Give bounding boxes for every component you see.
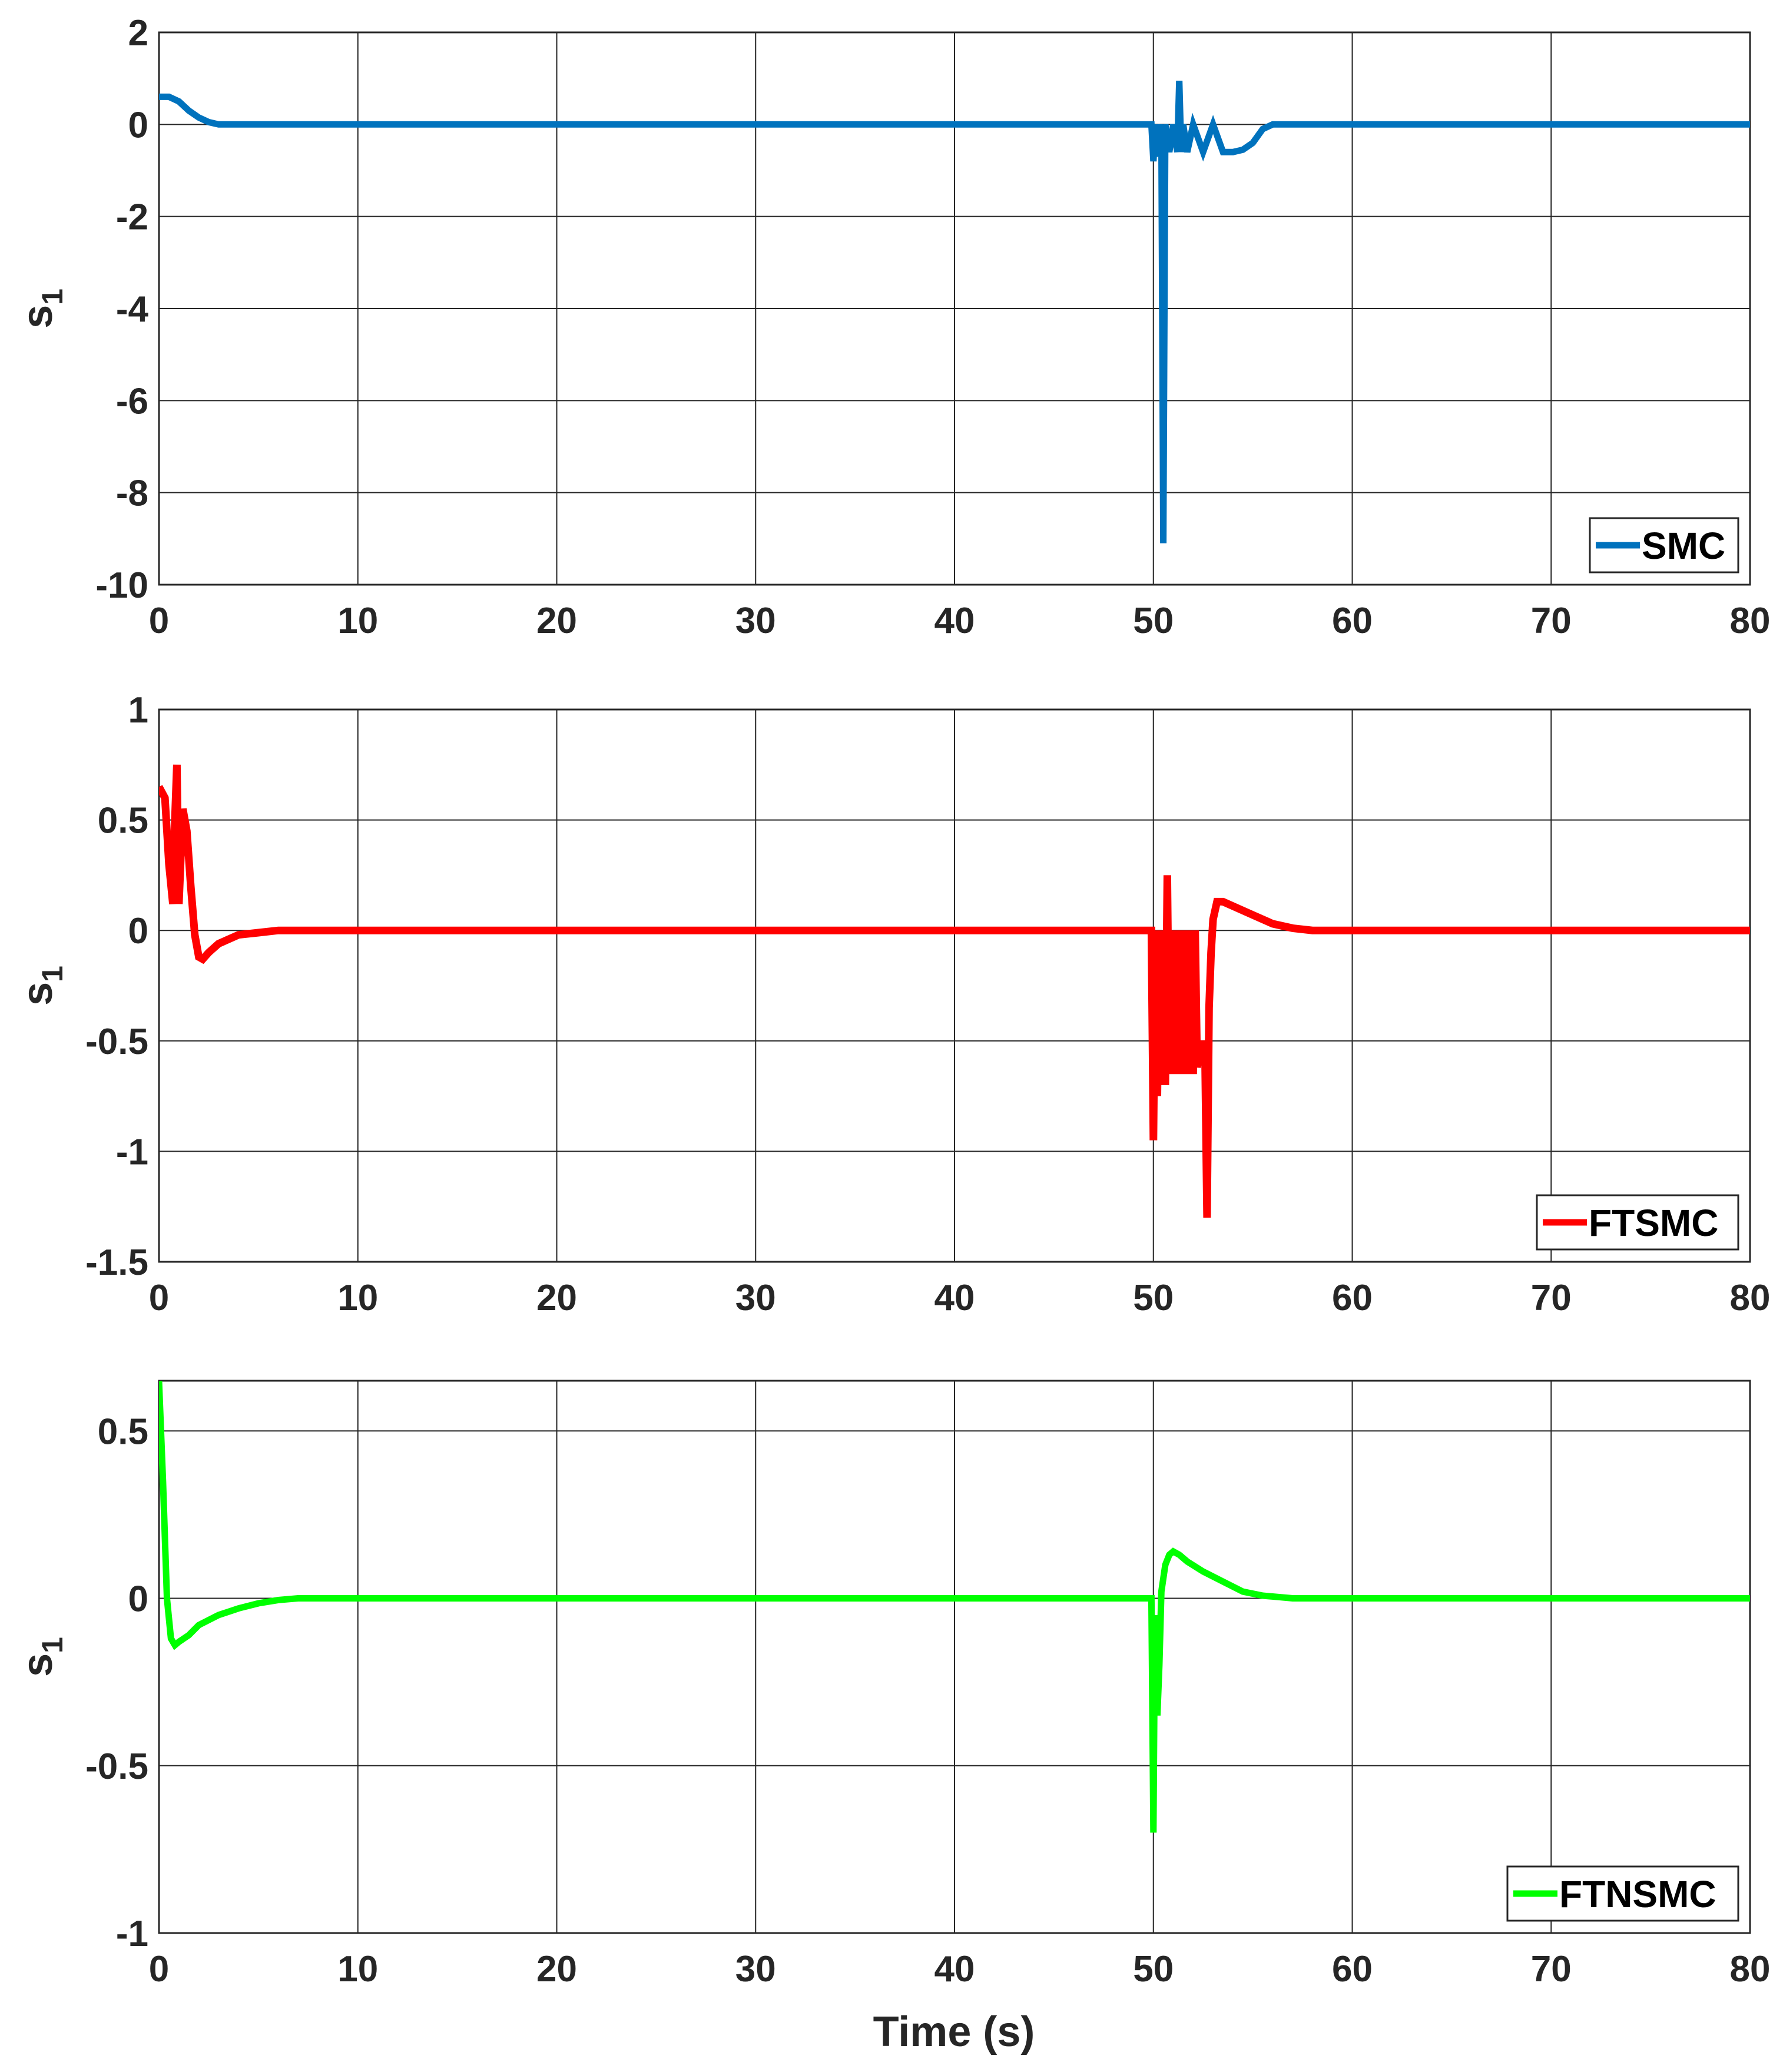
y-tick-label: 0: [128, 105, 148, 145]
y-tick-label: -10: [95, 565, 148, 606]
y-tick-label: -2: [116, 197, 148, 238]
y-tick-label: 0.5: [98, 801, 148, 841]
x-tick-label: 60: [1332, 601, 1373, 641]
y-tick-label: 0.5: [98, 1411, 148, 1452]
x-tick-label: 30: [735, 1949, 776, 1990]
series-line-ftsmc: [159, 764, 1750, 1218]
x-tick-label: 20: [536, 1949, 577, 1990]
y-tick-label: 2: [128, 13, 148, 54]
y-tick-label: -4: [116, 289, 149, 330]
legend-label: SMC: [1642, 525, 1725, 567]
x-tick-label: 40: [934, 601, 975, 641]
series-line-ftnsmc: [159, 1381, 1750, 1833]
y-tick-label: -8: [116, 473, 148, 514]
x-tick-label: 40: [934, 1278, 975, 1318]
x-tick-label: 10: [337, 1949, 378, 1990]
x-tick-label: 80: [1730, 601, 1771, 641]
y-tick-label: 0: [128, 911, 148, 952]
y-axis-label: s1: [14, 966, 69, 1006]
x-tick-label: 0: [149, 1278, 169, 1318]
legend: FTNSMC: [1506, 1865, 1739, 1922]
series-line-smc: [159, 80, 1750, 543]
x-tick-label: 70: [1531, 1949, 1572, 1990]
x-tick-label: 40: [934, 1949, 975, 1990]
x-tick-label: 50: [1133, 1278, 1174, 1318]
legend-label: FTNSMC: [1559, 1873, 1716, 1915]
legend: SMC: [1589, 517, 1739, 573]
legend: FTSMC: [1536, 1194, 1739, 1251]
x-tick-label: 10: [337, 1278, 378, 1318]
legend-label: FTSMC: [1589, 1202, 1718, 1244]
panel-bottom-ftnsmc: 0 10 20 30 40 50 60 70 80 0.5 0 -0.5 -1 s1 FTNSMC: [14, 1380, 1771, 1990]
x-tick-label: 50: [1133, 601, 1174, 641]
x-axis-label: Time (s): [873, 2008, 1035, 2056]
x-tick-label: 10: [337, 601, 378, 641]
x-tick-label: 50: [1133, 1949, 1174, 1990]
x-tick-label: 80: [1730, 1949, 1771, 1990]
x-tick-label: 0: [149, 601, 169, 641]
y-tick-label: -6: [116, 381, 148, 422]
y-tick-label: 1: [128, 690, 148, 731]
x-tick-label: 70: [1531, 1278, 1572, 1318]
y-tick-label: -1.5: [85, 1242, 148, 1283]
x-tick-label: 30: [735, 601, 776, 641]
x-tick-label: 30: [735, 1278, 776, 1318]
panel-middle-ftsmc: 0 10 20 30 40 50 60 70 80 1 0.5 0 -0.5 -1 -1.5 s1 FTSMC: [14, 690, 1770, 1318]
y-tick-label: 0: [128, 1579, 148, 1620]
x-tick-label: 60: [1332, 1278, 1373, 1318]
y-tick-label: -1: [116, 1914, 148, 1954]
x-tick-label: 0: [149, 1949, 169, 1990]
x-tick-label: 60: [1332, 1949, 1373, 1990]
x-tick-label: 20: [536, 601, 577, 641]
x-tick-label: 80: [1730, 1278, 1771, 1318]
y-axis-label: s1: [14, 1637, 69, 1677]
x-tick-label: 70: [1531, 601, 1572, 641]
y-tick-label: -0.5: [85, 1746, 148, 1787]
y-tick-label: -0.5: [85, 1022, 148, 1062]
y-axis-label: s1: [14, 289, 69, 329]
x-tick-label: 20: [536, 1278, 577, 1318]
y-tick-label: -1: [116, 1132, 148, 1172]
